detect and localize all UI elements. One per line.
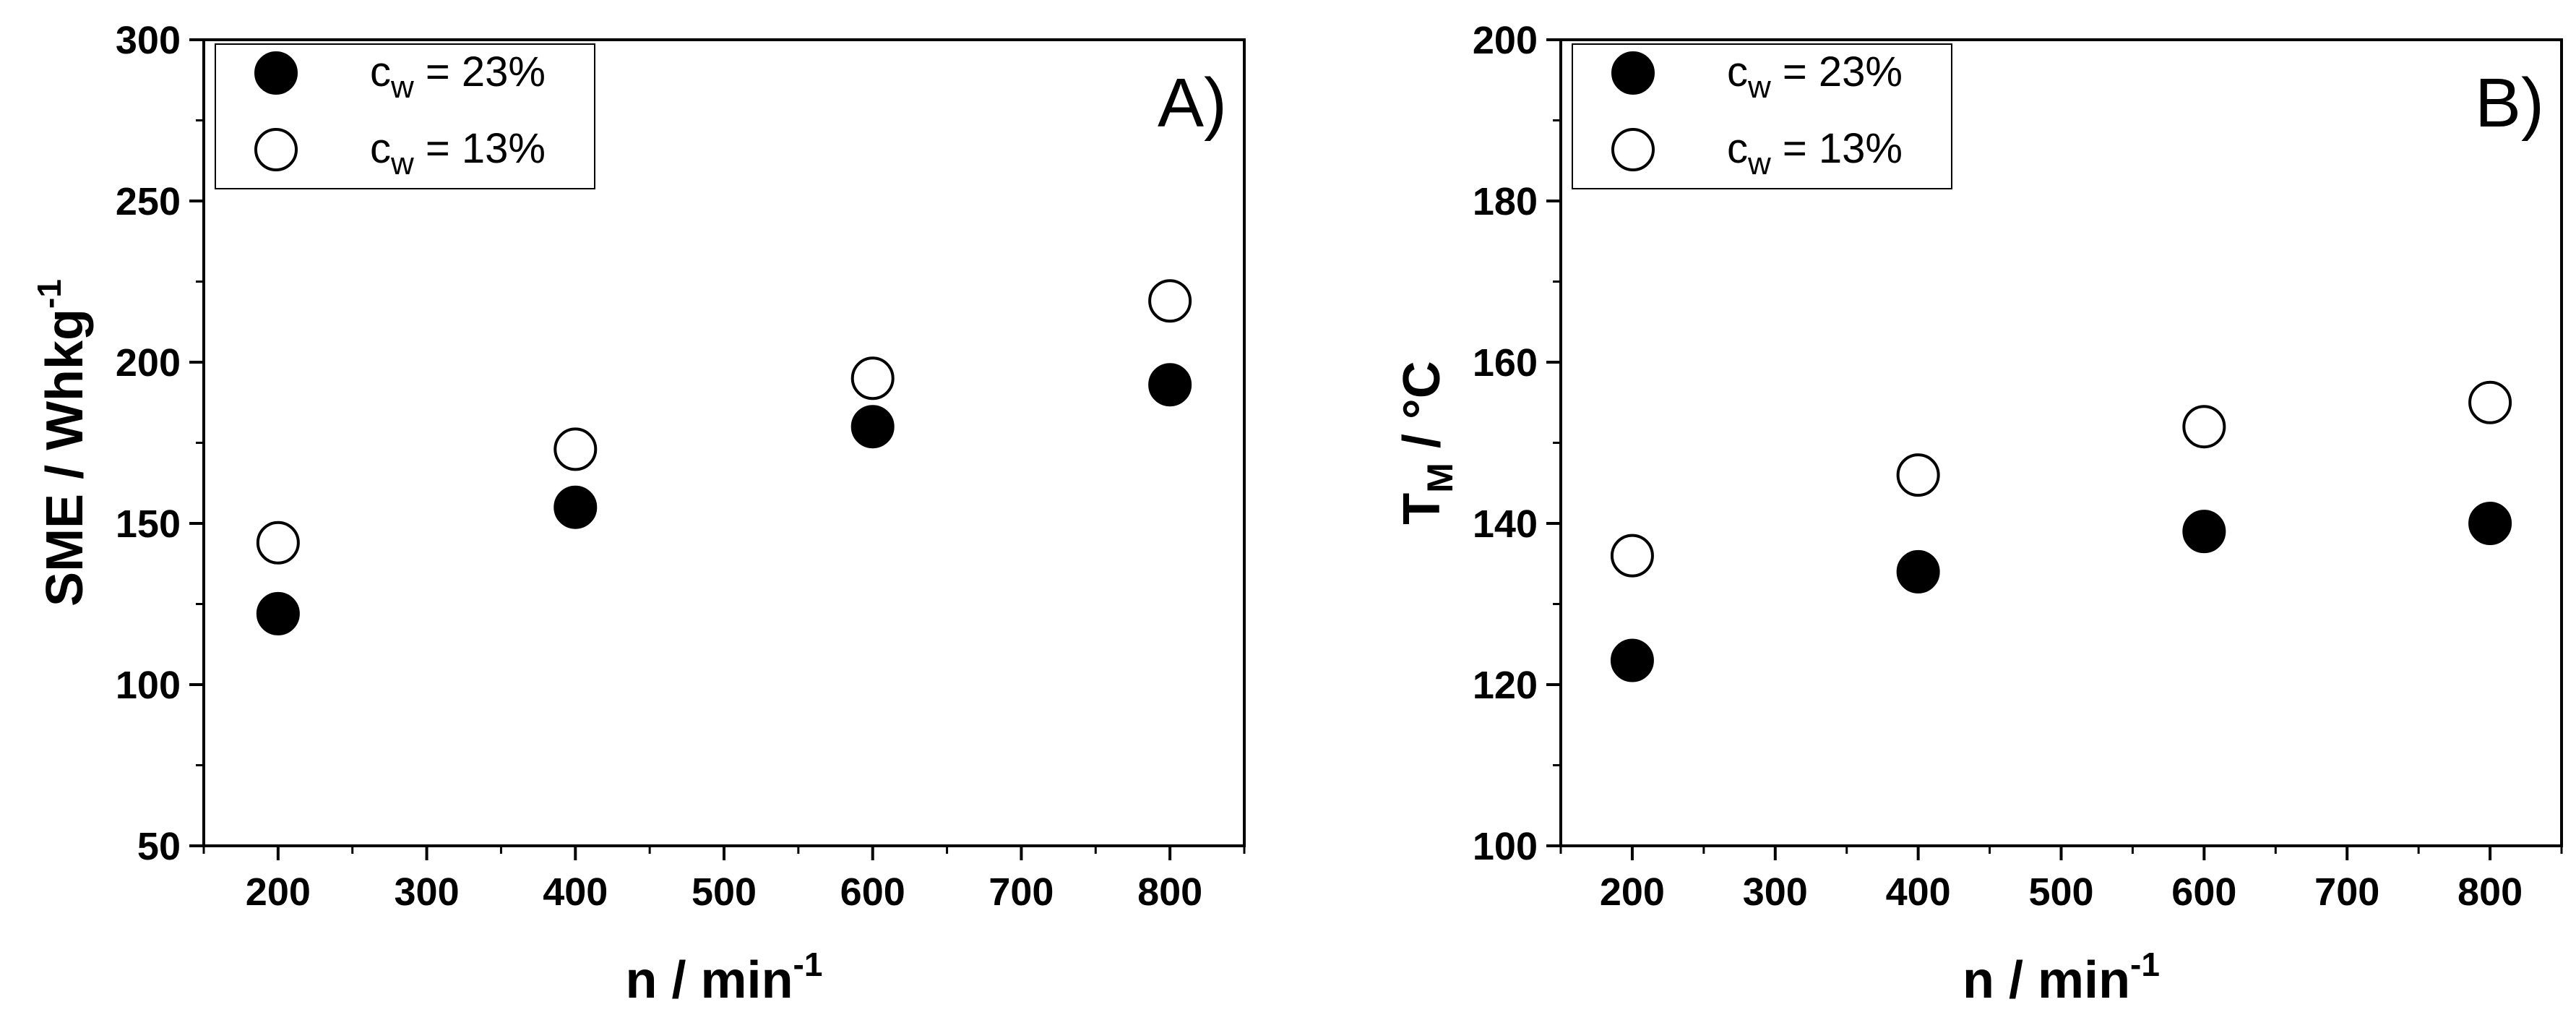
chart-panel-2: 200 300 400 500 600 700 800 100 120 140 160 180 200 n… (1393, 19, 2563, 1009)
data-point-filled (2182, 510, 2226, 554)
x-tick-label: 500 (2028, 870, 2093, 914)
legend-label: cw = 23% (370, 48, 546, 105)
x-tick-label: 500 (692, 870, 757, 914)
x-tick-label: 700 (988, 870, 1054, 914)
legend: cw = 23% cw = 13% (1572, 43, 1952, 189)
data-point-open (1610, 534, 1654, 578)
data-point-open (553, 427, 598, 471)
data-point-filled (256, 591, 300, 635)
legend: cw = 23% cw = 13% (215, 43, 595, 189)
x-tick-label: 300 (395, 870, 460, 914)
legend-marker (254, 128, 298, 171)
data-point-filled (1610, 638, 1654, 682)
legend-marker (1611, 128, 1655, 171)
y-tick-label: 100 (1473, 825, 1538, 868)
data-point-filled (553, 485, 598, 529)
x-axis-title: n / min-1 (626, 946, 823, 1009)
y-tick-label: 250 (116, 180, 181, 223)
data-point-open (2468, 380, 2512, 424)
x-tick-label: 700 (2314, 870, 2379, 914)
data-point-open (1148, 279, 1192, 323)
x-tick-label: 200 (1600, 870, 1665, 914)
data-point-open (2182, 405, 2226, 449)
legend-marker (1611, 51, 1655, 95)
panel-label: B) (2475, 64, 2544, 142)
x-axis-title: n / min-1 (1963, 946, 2160, 1009)
panel-label: A) (1158, 64, 1227, 142)
data-point-filled (850, 405, 895, 449)
x-tick-label: 400 (1886, 870, 1951, 914)
x-tick-label: 800 (1137, 870, 1202, 914)
y-tick-label: 160 (1473, 341, 1538, 385)
data-point-filled (1896, 549, 1940, 594)
legend-marker (254, 51, 298, 95)
y-axis-title: TM / °C (1393, 361, 1460, 524)
x-tick-label: 300 (1743, 870, 1808, 914)
y-tick-label: 140 (1473, 502, 1538, 546)
y-tick-label: 200 (1473, 19, 1538, 62)
x-tick-label: 800 (2457, 870, 2523, 914)
x-tick-label: 600 (2171, 870, 2236, 914)
legend-label: cw = 13% (1727, 125, 1903, 181)
y-tick-label: 180 (1473, 180, 1538, 223)
data-point-open (850, 356, 895, 401)
data-point-filled (1148, 363, 1192, 407)
x-tick-label: 400 (543, 870, 608, 914)
y-tick-label: 300 (116, 19, 181, 62)
data-point-open (1896, 453, 1940, 497)
x-tick-label: 600 (840, 870, 905, 914)
y-tick-label: 150 (116, 502, 181, 546)
x-tick-label: 200 (246, 870, 311, 914)
chart-panel-1: 200 300 400 500 600 700 800 50 100 150 200 250 300 n … (30, 19, 1246, 1009)
y-tick-label: 50 (137, 825, 181, 868)
y-axis-title: SME / Whkg-1 (30, 279, 94, 607)
y-tick-label: 120 (1473, 664, 1538, 707)
y-tick-label: 100 (116, 664, 181, 707)
legend-label: cw = 23% (1727, 48, 1903, 105)
data-point-filled (2468, 502, 2512, 545)
legend-label: cw = 13% (370, 125, 546, 181)
data-point-open (256, 521, 300, 565)
y-tick-label: 200 (116, 341, 181, 385)
